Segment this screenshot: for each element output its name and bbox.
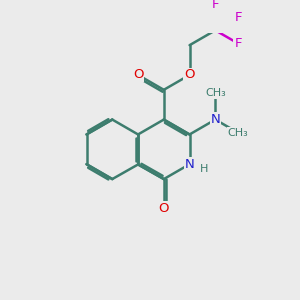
Text: H: H (200, 164, 208, 174)
Text: F: F (234, 37, 242, 50)
Text: F: F (212, 0, 219, 11)
Text: O: O (133, 68, 143, 81)
Text: CH₃: CH₃ (228, 128, 248, 138)
Text: O: O (159, 202, 169, 215)
Text: N: N (185, 158, 194, 171)
Text: F: F (234, 11, 242, 24)
Text: CH₃: CH₃ (205, 88, 226, 98)
Text: N: N (211, 113, 220, 126)
Text: O: O (184, 68, 195, 81)
